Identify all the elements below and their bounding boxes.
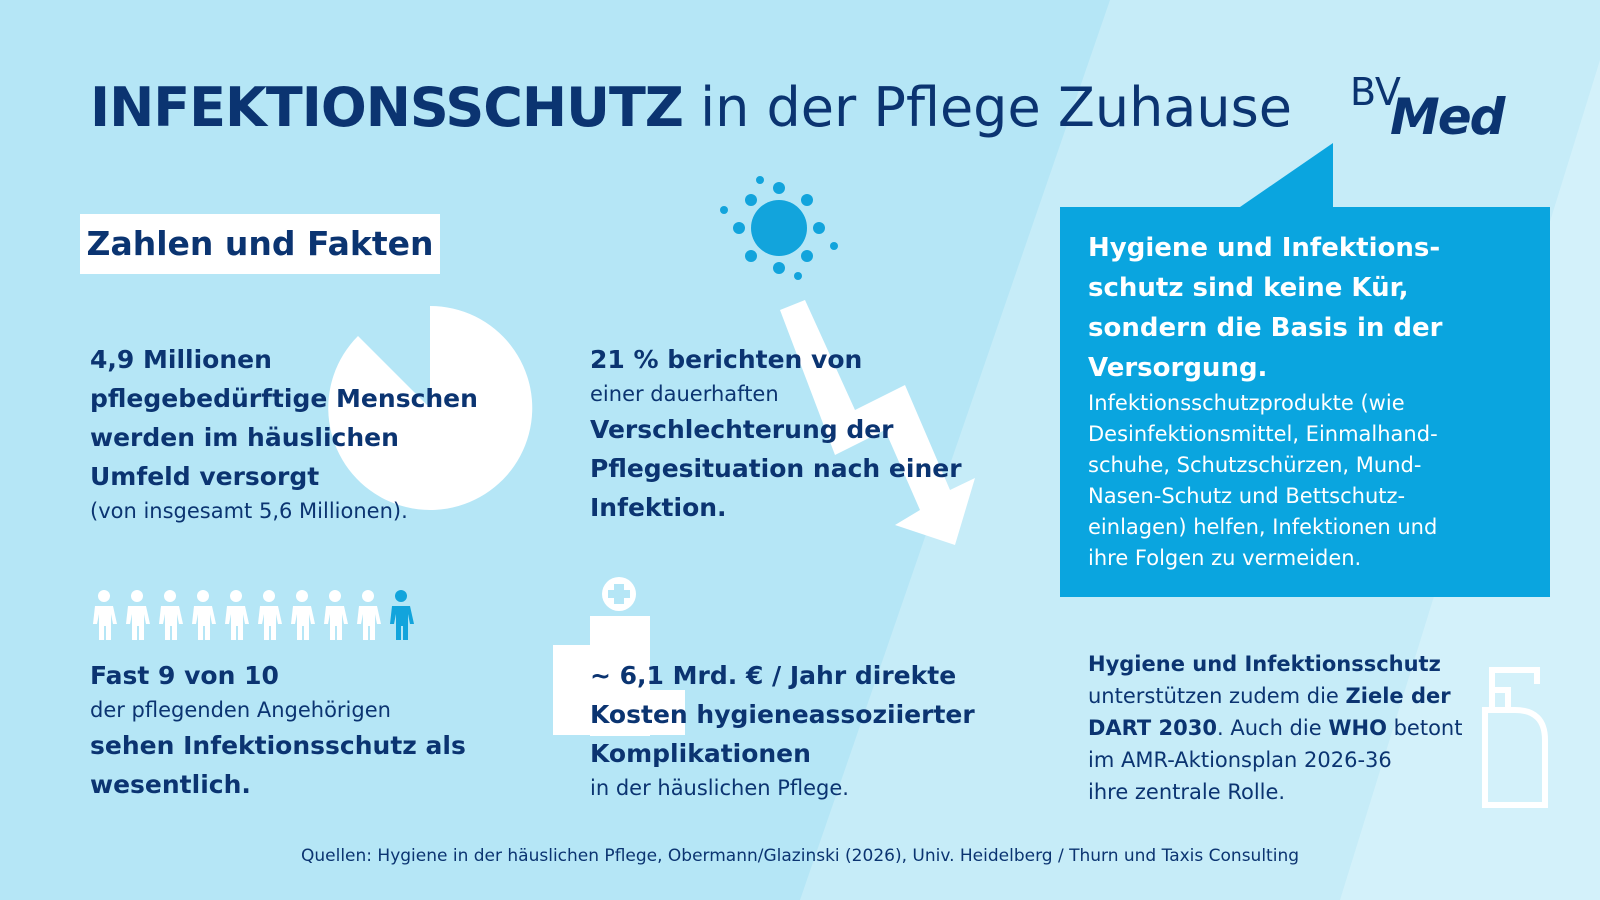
pie-icon: [328, 305, 533, 510]
virus-icon: [720, 176, 838, 280]
note-line: ihre zentrale Rolle.: [1088, 776, 1462, 808]
callout-body: Nasen-Schutz und Bettschutz-: [1088, 484, 1406, 508]
logo-main: Med: [1390, 88, 1505, 146]
section-label: Zahlen und Fakten: [80, 214, 440, 274]
person-highlight: [390, 590, 414, 640]
fact-highlight: Komplikationen: [590, 739, 811, 768]
source: Quellen: Hygiene in der häuslichen Pfleg…: [300, 846, 1300, 866]
fact-highlight: Verschlechterung der: [590, 415, 894, 444]
note-highlight: DART 2030: [1088, 716, 1217, 740]
callout-text: Hygiene und Infektions-schutz sind keine…: [1088, 228, 1443, 574]
fact-highlight: ~ 6,1 Mrd. € / Jahr direkte: [590, 661, 957, 690]
fact-highlight: wesentlich.: [90, 770, 251, 799]
fact-highlight: Infektion.: [590, 493, 727, 522]
note: Hygiene und Infektionsschutz unterstützen…: [1088, 648, 1462, 808]
fact-highlight: 21 % berichten von: [590, 345, 863, 374]
fact-text: in der häuslichen Pflege.: [590, 776, 849, 800]
note-highlight: Hygiene und Infektionsschutz: [1088, 652, 1441, 676]
fact-highlight: sehen Infektionsschutz als: [90, 731, 466, 760]
callout-body: Infektionsschutzprodukte (wie: [1088, 391, 1405, 415]
fact-text: einer dauerhaften: [590, 382, 779, 406]
fact-highlight: Pflegesituation nach einer: [590, 454, 962, 483]
note-highlight: WHO: [1328, 716, 1387, 740]
note-text: unterstützen zudem die: [1088, 684, 1346, 708]
logo-top: BV: [1350, 70, 1401, 114]
bottle-icon: [1482, 667, 1548, 808]
fact-text: (von insgesamt 5,6 Millionen).: [90, 499, 408, 523]
note-text: ihre zentrale Rolle.: [1088, 780, 1286, 804]
callout-heading: Hygiene und Infektions-: [1088, 233, 1441, 263]
callout-pointer: [1240, 143, 1333, 207]
callout-body: ihre Folgen zu vermeiden.: [1088, 546, 1362, 570]
note-line: Hygiene und Infektionsschutz: [1088, 648, 1462, 680]
fact: 4,9 Millionen pflegebedürftige Menschen we…: [90, 340, 478, 527]
callout-body: einlagen) helfen, Infektionen und: [1088, 515, 1438, 539]
fact-highlight: werden im häuslichen: [90, 423, 399, 452]
fact-highlight: Fast 9 von 10: [90, 661, 279, 690]
note-text: betont: [1386, 716, 1463, 740]
note-line: DART 2030. Auch die WHO betont: [1088, 712, 1462, 744]
note-text: im AMR-Aktionsplan 2026-36: [1088, 748, 1392, 772]
callout-body: Desinfektionsmittel, Einmalhand-: [1088, 422, 1438, 446]
fact-highlight: pflegebedürftige Menschen: [90, 384, 478, 413]
hospital-cross: [608, 584, 630, 604]
fact-highlight: 4,9 Millionen: [90, 345, 272, 374]
fact-text: der pflegenden Angehörigen: [90, 698, 391, 722]
fact-highlight: Kosten hygieneassoziierter: [590, 700, 975, 729]
callout-heading: Versorgung.: [1088, 353, 1268, 383]
people-icons: [93, 590, 381, 640]
callout-heading: sondern die Basis in der: [1088, 313, 1443, 343]
title: INFEKTIONSSCHUTZ in der Pflege Zuhause: [90, 76, 1292, 139]
fact: ~ 6,1 Mrd. € / Jahr direkte Kosten hygien…: [590, 656, 975, 804]
title-rest: in der Pflege Zuhause: [700, 76, 1292, 139]
fact: 21 % berichten von einer dauerhaften Versc…: [590, 340, 962, 527]
note-highlight: Ziele der: [1345, 684, 1451, 708]
title-bold: INFEKTIONSSCHUTZ: [90, 76, 684, 139]
callout-body: schuhe, Schutzschürzen, Mund-: [1088, 453, 1422, 477]
note-text: . Auch die: [1217, 716, 1329, 740]
note-line: unterstützen zudem die Ziele der: [1088, 680, 1462, 712]
note-line: im AMR-Aktionsplan 2026-36: [1088, 744, 1462, 776]
fact-highlight: Umfeld versorgt: [90, 462, 320, 491]
callout-heading: schutz sind keine Kür,: [1088, 273, 1409, 303]
callout-box: [1060, 207, 1550, 597]
trend-arrow: [780, 300, 975, 545]
fact: Fast 9 von 10 der pflegenden Angehörigen s…: [90, 656, 466, 804]
